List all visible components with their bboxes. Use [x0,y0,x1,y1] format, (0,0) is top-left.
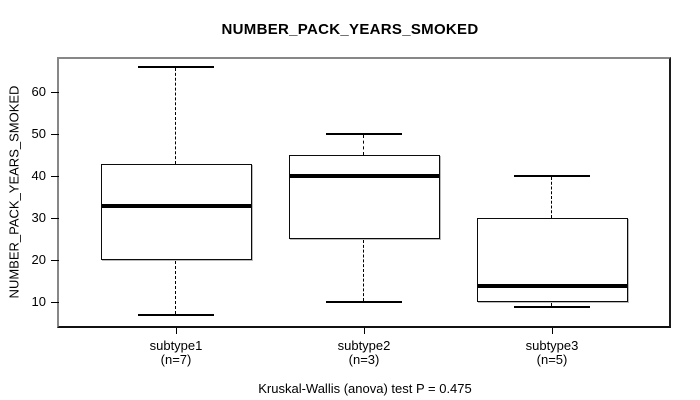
x-tick-mark [175,328,177,334]
whisker-line-low [363,240,364,302]
y-tick-label: 50 [31,126,46,142]
x-tick-mark [363,328,365,334]
whisker-cap-low [514,305,590,308]
y-tick-mark [51,217,59,219]
whisker-cap-high [514,175,590,178]
median-line [477,283,627,288]
whisker-line-high [551,177,552,219]
whisker-cap-high [326,133,402,136]
whisker-line-high [363,135,364,156]
y-tick-mark [51,175,59,177]
x-tick-label: subtype2 [337,338,391,353]
whisker-cap-high [138,65,214,68]
whisker-line-low [175,261,176,315]
whisker-line-high [175,67,176,164]
y-tick-label: 40 [31,168,46,184]
x-tick-sublabel: (n=7) [160,352,192,367]
whisker-line-low [551,303,552,306]
y-tick-label: 30 [31,210,46,226]
y-tick-label: 20 [31,252,46,268]
x-tick-label: subtype3 [525,338,579,353]
median-line [289,174,439,179]
x-tick-mark [551,328,553,334]
median-line [101,203,251,208]
whisker-cap-low [326,301,402,304]
whisker-cap-low [138,314,214,317]
y-tick-mark [51,259,59,261]
x-tick-sublabel: (n=3) [348,352,380,367]
y-tick-mark [51,301,59,303]
y-tick-label: 10 [31,294,46,310]
iqr-box [476,218,628,303]
chart-title: NUMBER_PACK_YEARS_SMOKED [221,21,479,38]
iqr-box [100,163,252,261]
y-tick-label: 60 [31,84,46,100]
y-tick-mark [51,91,59,93]
stat-test-caption: Kruskal-Wallis (anova) test P = 0.475 [258,381,472,396]
plot-frame [57,57,671,328]
y-tick-mark [51,133,59,135]
x-tick-label: subtype1 [149,338,203,353]
iqr-box [288,155,440,240]
x-tick-sublabel: (n=5) [536,352,568,367]
